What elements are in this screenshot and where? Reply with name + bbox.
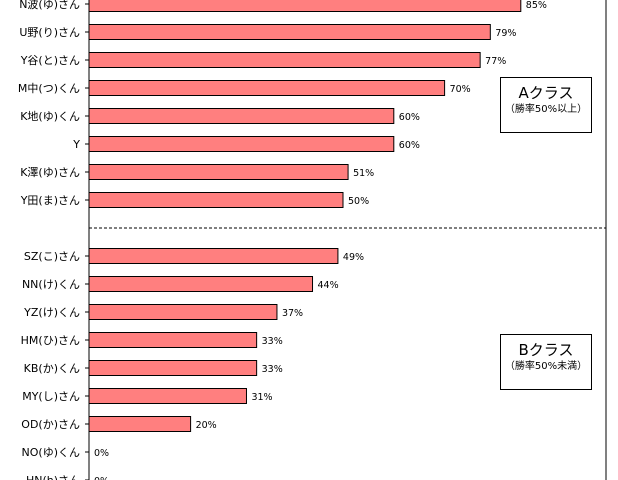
value-label: 49% <box>343 252 364 263</box>
value-label: 44% <box>318 280 339 291</box>
category-label: MY(し)さん <box>22 390 80 403</box>
class-a-subtitle: （勝率50%以上） <box>504 104 588 115</box>
category-label: M中(つ)くん <box>18 82 80 95</box>
value-label: 60% <box>399 112 420 123</box>
value-label: 60% <box>399 140 420 151</box>
bar <box>88 388 247 404</box>
category-label: K澤(ゆ)さん <box>20 166 80 179</box>
value-label: 37% <box>282 308 303 319</box>
category-label: K地(ゆ)くん <box>20 110 80 123</box>
category-label: HN(h)さん <box>26 474 80 480</box>
category-label: SZ(こ)さん <box>24 250 80 263</box>
bar <box>88 416 192 432</box>
category-label: U野(り)さん <box>19 26 80 39</box>
bar <box>88 136 395 152</box>
value-label: 77% <box>485 56 506 67</box>
value-label: 0% <box>94 476 109 480</box>
category-label: HM(ひ)さん <box>21 334 80 347</box>
class-b-subtitle: （勝率50%未満） <box>504 361 588 372</box>
value-label: 0% <box>94 448 109 459</box>
bar <box>88 248 339 264</box>
labels-layer: N波(ゆ)さん 85% U野(り)さん 79% Y谷(と)さん 77% M中(つ)くん 70%… <box>18 0 547 480</box>
bar <box>88 0 522 12</box>
bar <box>88 360 258 376</box>
value-label: 79% <box>495 28 516 39</box>
category-label: YZ(け)くん <box>23 306 80 319</box>
value-label: 85% <box>526 0 547 11</box>
value-label: 33% <box>262 336 283 347</box>
bar <box>88 192 344 208</box>
value-label: 50% <box>348 196 369 207</box>
bar <box>88 52 481 68</box>
bar <box>88 332 258 348</box>
category-label: NO(ゆ)くん <box>22 446 80 459</box>
class-b-legend: Bクラス （勝率50%未満） <box>500 334 592 390</box>
category-label: NN(け)くん <box>22 278 80 291</box>
class-a-legend: Aクラス （勝率50%以上） <box>500 77 592 133</box>
category-label: N波(ゆ)さん <box>19 0 80 11</box>
value-label: 33% <box>262 364 283 375</box>
axis-layer <box>85 0 607 480</box>
value-label: 31% <box>251 392 272 403</box>
bar <box>88 80 446 96</box>
value-label: 20% <box>196 420 217 431</box>
bar <box>88 164 349 180</box>
bar <box>88 108 395 124</box>
category-label: Y <box>72 138 80 151</box>
value-label: 70% <box>450 84 471 95</box>
category-label: KB(か)くん <box>24 362 80 375</box>
bars-layer <box>88 0 522 432</box>
bar <box>88 24 491 40</box>
class-a-title: Aクラス <box>518 84 574 102</box>
class-b-title: Bクラス <box>518 341 574 359</box>
category-label: Y田(ま)さん <box>20 194 80 207</box>
bar <box>88 304 278 320</box>
bar <box>88 276 314 292</box>
category-label: OD(か)さん <box>21 418 80 431</box>
category-label: Y谷(と)さん <box>20 54 80 67</box>
value-label: 51% <box>353 168 374 179</box>
